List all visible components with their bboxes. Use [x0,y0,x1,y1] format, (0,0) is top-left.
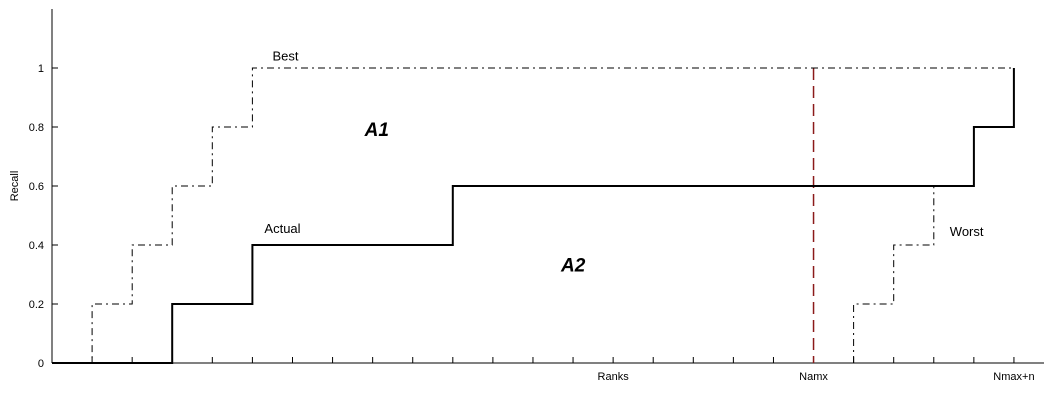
x-tick-label: Nmax+n [993,371,1034,383]
y-tick-label: 0.4 [29,240,44,252]
y-tick-label: 0.2 [29,299,44,311]
annotation-worst: Worst [950,224,984,239]
y-axis-label: Recall [9,171,21,202]
x-tick-label: Namx [799,371,828,383]
annotation-best: Best [272,49,298,64]
y-tick-label: 0 [38,358,44,370]
y-tick-label: 0.6 [29,181,44,193]
annotation-a2: A2 [560,256,586,277]
annotation-a1: A1 [364,120,389,141]
x-tick-label: Ranks [598,371,630,383]
y-tick-label: 1 [38,63,44,75]
y-tick-label: 0.8 [29,122,44,134]
annotation-actual: Actual [264,221,300,236]
